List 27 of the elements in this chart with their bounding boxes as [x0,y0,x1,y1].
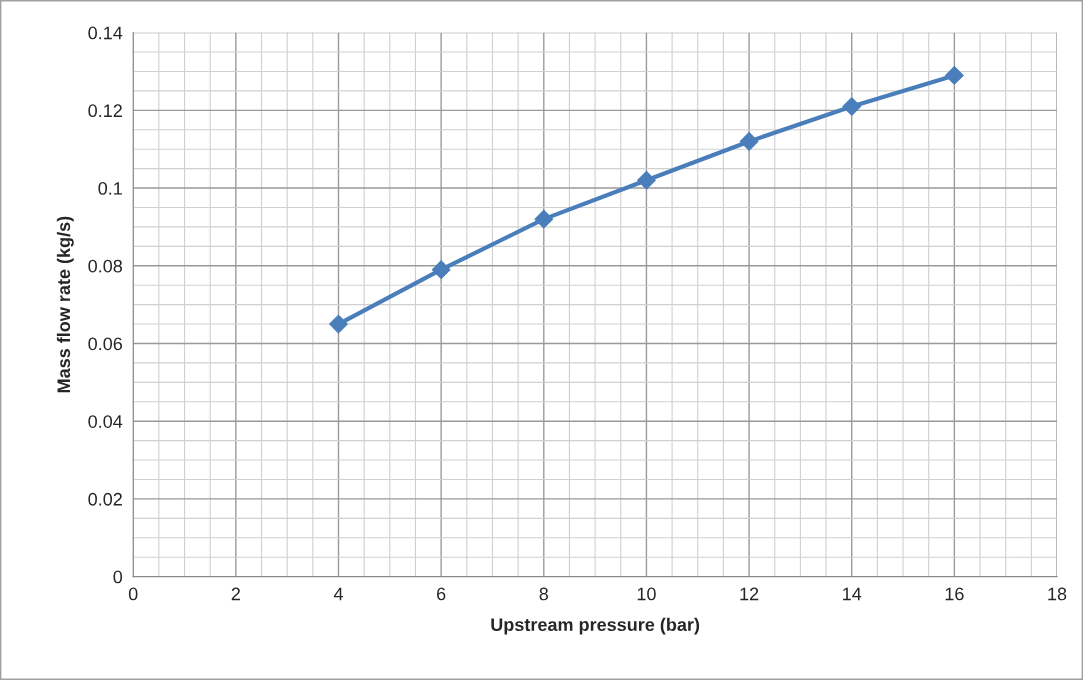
x-tick-label: 0 [128,587,138,601]
y-axis-title: Mass flow rate (kg/s) [56,216,74,393]
y-tick-label: 0.12 [88,104,122,118]
y-tick-label: 0.04 [88,415,123,428]
point [329,314,348,334]
x-tick-label: 16 [945,587,964,601]
y-tick-label: 0.1 [98,182,122,195]
point [945,66,964,85]
point [534,209,554,229]
point [739,132,759,151]
x-tick-label: 2 [231,587,240,601]
x-tick-label: 8 [539,587,549,601]
x-tick-label: 4 [333,587,343,601]
y-tick-label: 0 [113,570,123,584]
x-tick-label: 14 [843,587,862,601]
x-tick-label: 18 [1048,587,1067,601]
y-tick-label: 0.06 [88,337,122,351]
x-axis-title: Upstream pressure (bar) [491,617,700,635]
point [431,260,451,280]
x-tick-label: 12 [740,587,759,601]
y-tick-label: 0.08 [88,259,123,273]
y-tick-label: 0.14 [88,26,123,40]
x-tick-label: 10 [637,587,656,601]
point [842,97,862,116]
point [637,170,656,190]
x-tick-label: 6 [437,587,446,601]
y-tick-label: 0.02 [88,492,122,506]
